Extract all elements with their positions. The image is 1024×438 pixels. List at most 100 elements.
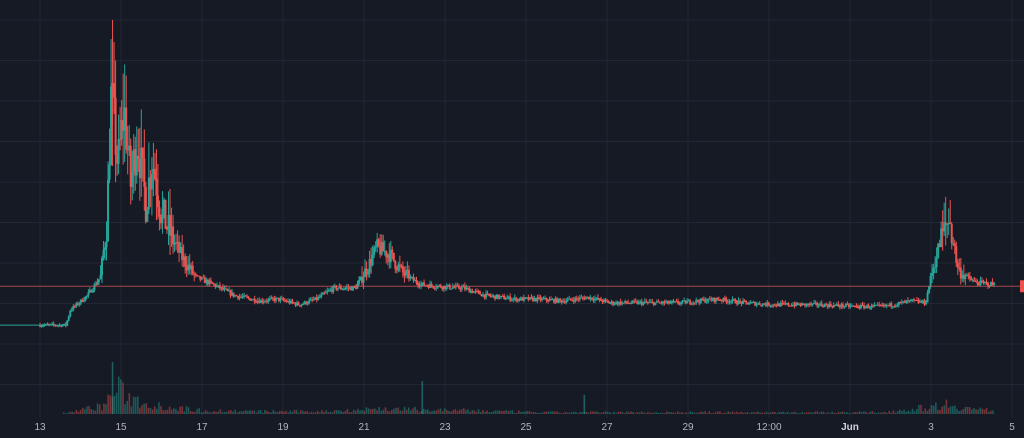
volume-bar: [746, 412, 749, 414]
candle-body: [664, 302, 667, 304]
candle-body: [879, 304, 882, 306]
candle-body: [929, 275, 932, 287]
volume-bar: [780, 412, 783, 414]
volume-bar: [723, 412, 725, 414]
candle-body: [273, 298, 276, 302]
volume-bar: [867, 413, 869, 414]
volume-bars: [62, 362, 994, 414]
candle-body: [463, 286, 466, 290]
candle-body: [450, 288, 453, 290]
candle-body: [241, 296, 244, 298]
volume-bar: [949, 406, 952, 414]
volume-bar: [323, 412, 325, 414]
candle-body: [631, 300, 634, 304]
candle-body: [317, 297, 320, 300]
volume-bar: [932, 405, 935, 414]
volume-bar: [611, 413, 613, 414]
volume-bar: [333, 410, 336, 414]
candle-body: [959, 267, 962, 279]
volume-bar: [405, 409, 408, 414]
volume-bar: [585, 411, 588, 414]
volume-bar: [168, 406, 171, 414]
volume-bar: [736, 411, 738, 414]
candle-body: [308, 300, 311, 304]
candle-body: [335, 285, 338, 290]
candle-body: [480, 294, 483, 297]
candle-body: [903, 301, 906, 303]
volume-bar: [854, 411, 857, 414]
volume-bar: [422, 409, 425, 414]
volume-bar: [594, 411, 596, 414]
volume-bar: [909, 411, 912, 414]
x-tick-label: Jun: [841, 422, 859, 433]
candle-body: [107, 179, 110, 242]
volume-bar: [729, 412, 732, 414]
candle-body: [388, 254, 391, 263]
volume-bar: [532, 411, 535, 414]
volume-bar: [661, 412, 664, 414]
candle-body: [132, 149, 135, 173]
volume-bar: [634, 413, 637, 414]
candle-body: [850, 305, 853, 307]
candle-body: [654, 302, 657, 305]
candle-body: [228, 290, 230, 292]
volume-bar: [202, 412, 205, 414]
volume-bar: [816, 411, 819, 414]
volume-bar: [547, 411, 550, 414]
candle-body: [866, 305, 869, 307]
candle-body: [202, 277, 205, 279]
candle-body: [749, 302, 752, 304]
candle-body: [303, 301, 306, 304]
candle-body: [795, 302, 797, 307]
candle-body: [539, 297, 542, 301]
candle-body: [554, 298, 557, 303]
candle-body: [232, 292, 235, 297]
volume-bar: [844, 412, 846, 414]
candle-body: [468, 288, 471, 293]
candle-body: [751, 302, 754, 304]
volume-bar: [462, 408, 465, 414]
candle-body: [469, 290, 472, 293]
candle-body: [962, 274, 965, 279]
candle-body: [224, 288, 227, 290]
candle-body: [934, 267, 937, 269]
candle-body: [791, 304, 794, 307]
volume-bar: [992, 410, 994, 414]
candle-body: [731, 299, 734, 302]
candle-body: [524, 297, 527, 299]
candle-body: [627, 302, 630, 304]
candle-body: [864, 306, 867, 309]
candle-body: [238, 296, 241, 299]
candle-body: [179, 247, 182, 253]
volume-bar: [280, 410, 283, 414]
candle-body: [652, 302, 655, 305]
candle-body: [280, 298, 283, 300]
candle-body: [686, 301, 689, 304]
volume-bar: [744, 412, 747, 414]
candle-body: [810, 303, 813, 305]
candle-body: [60, 324, 63, 327]
volume-bar: [342, 411, 344, 414]
candle-body: [184, 256, 187, 267]
volume-bar: [971, 409, 973, 414]
candle-body: [122, 120, 125, 131]
candle-body: [338, 286, 341, 289]
candle-body: [763, 303, 766, 305]
candle-body: [900, 301, 903, 303]
candle-body: [368, 259, 371, 273]
candle-body: [835, 304, 838, 306]
volume-bar: [251, 410, 253, 414]
volume-bar: [918, 404, 920, 414]
volume-bar: [615, 413, 618, 414]
candle-body: [93, 284, 96, 291]
candle-body: [373, 247, 376, 255]
volume-bar: [672, 412, 675, 414]
volume-bar: [776, 413, 778, 414]
candle-body: [129, 145, 132, 187]
volume-bar: [376, 410, 378, 414]
volume-bar: [429, 411, 431, 414]
candle-body: [761, 303, 764, 306]
volume-bar: [316, 410, 319, 414]
candle-body: [229, 290, 232, 296]
